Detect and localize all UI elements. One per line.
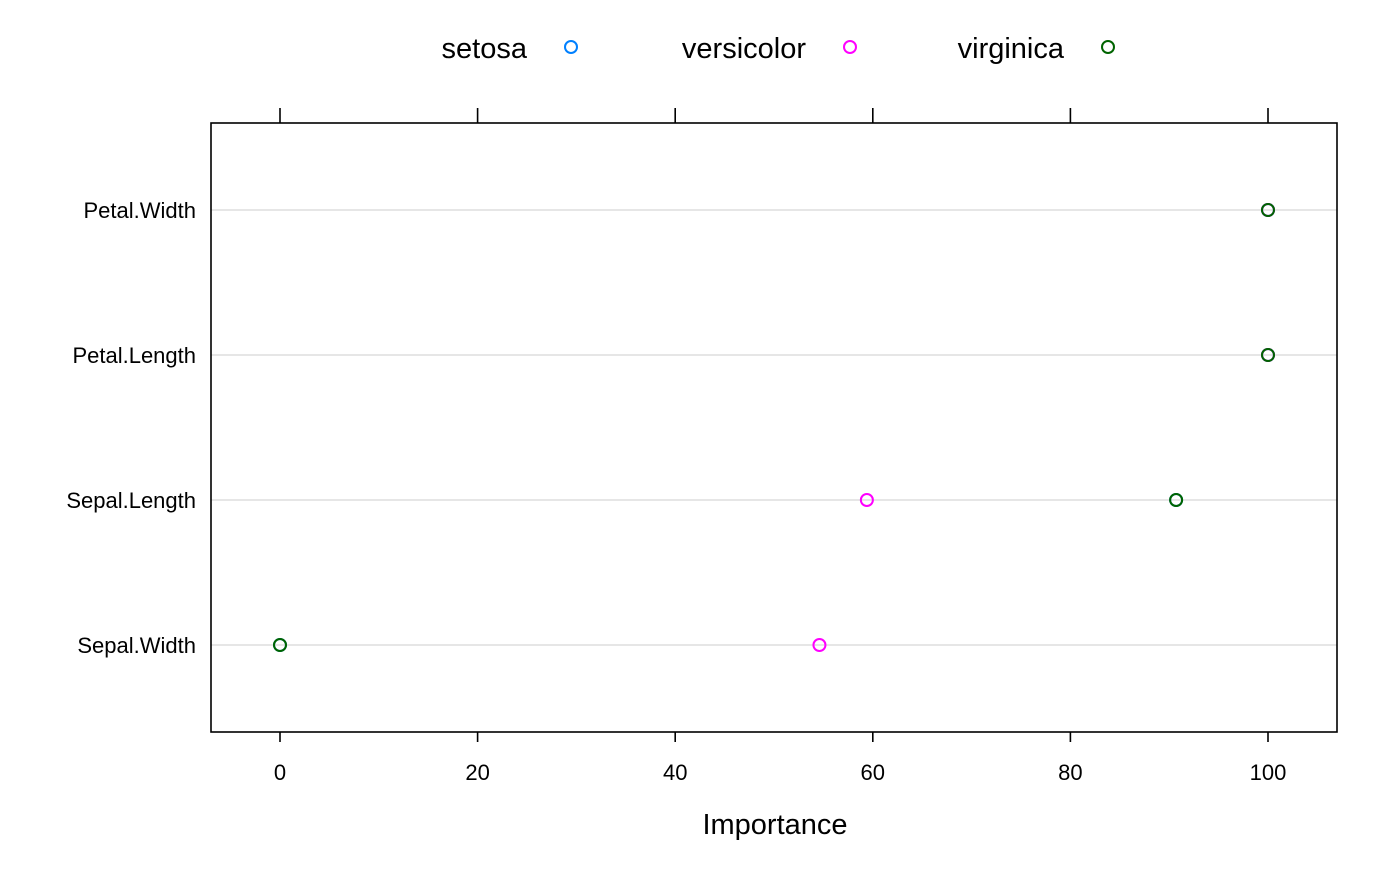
x-tick-label-40: 40 — [663, 760, 687, 785]
category-label-sepal-width: Sepal.Width — [77, 633, 196, 658]
point-virginica-petal-length — [1261, 348, 1275, 362]
frame-layer — [210, 122, 1338, 733]
x-tick-label-100: 100 — [1250, 760, 1287, 785]
legend-label-versicolor: versicolor — [682, 33, 806, 65]
legend-label-setosa: setosa — [442, 33, 528, 65]
category-label-sepal-length: Sepal.Length — [66, 488, 196, 513]
x-tick-label-0: 0 — [274, 760, 286, 785]
plot-frame — [210, 122, 1338, 733]
category-label-petal-length: Petal.Length — [72, 343, 196, 368]
point-versicolor-sepal-width — [812, 638, 827, 652]
legend-label-virginica: virginica — [958, 33, 1065, 65]
legend-marker-versicolor — [843, 40, 857, 54]
category-label-petal-width: Petal.Width — [84, 198, 197, 223]
tick-layer: 0 20 40 60 80 100 — [274, 108, 1286, 785]
points-layer — [273, 203, 1275, 652]
x-axis-title: Importance — [702, 809, 847, 841]
point-versicolor-sepal-length — [859, 493, 874, 507]
point-virginica-sepal-length — [1169, 493, 1184, 507]
x-tick-label-80: 80 — [1058, 760, 1082, 785]
x-tick-label-60: 60 — [861, 760, 885, 785]
legend-marker-virginica — [1101, 40, 1115, 54]
legend: setosa versicolor virginica — [442, 33, 1115, 65]
legend-marker-setosa — [564, 40, 578, 54]
grid-layer — [211, 209, 1337, 646]
point-virginica-sepal-width — [273, 638, 287, 652]
point-virginica-petal-width — [1261, 203, 1275, 217]
category-labels: Petal.Width Petal.Length Sepal.Length Sepal… — [66, 198, 196, 658]
x-tick-label-20: 20 — [465, 760, 489, 785]
